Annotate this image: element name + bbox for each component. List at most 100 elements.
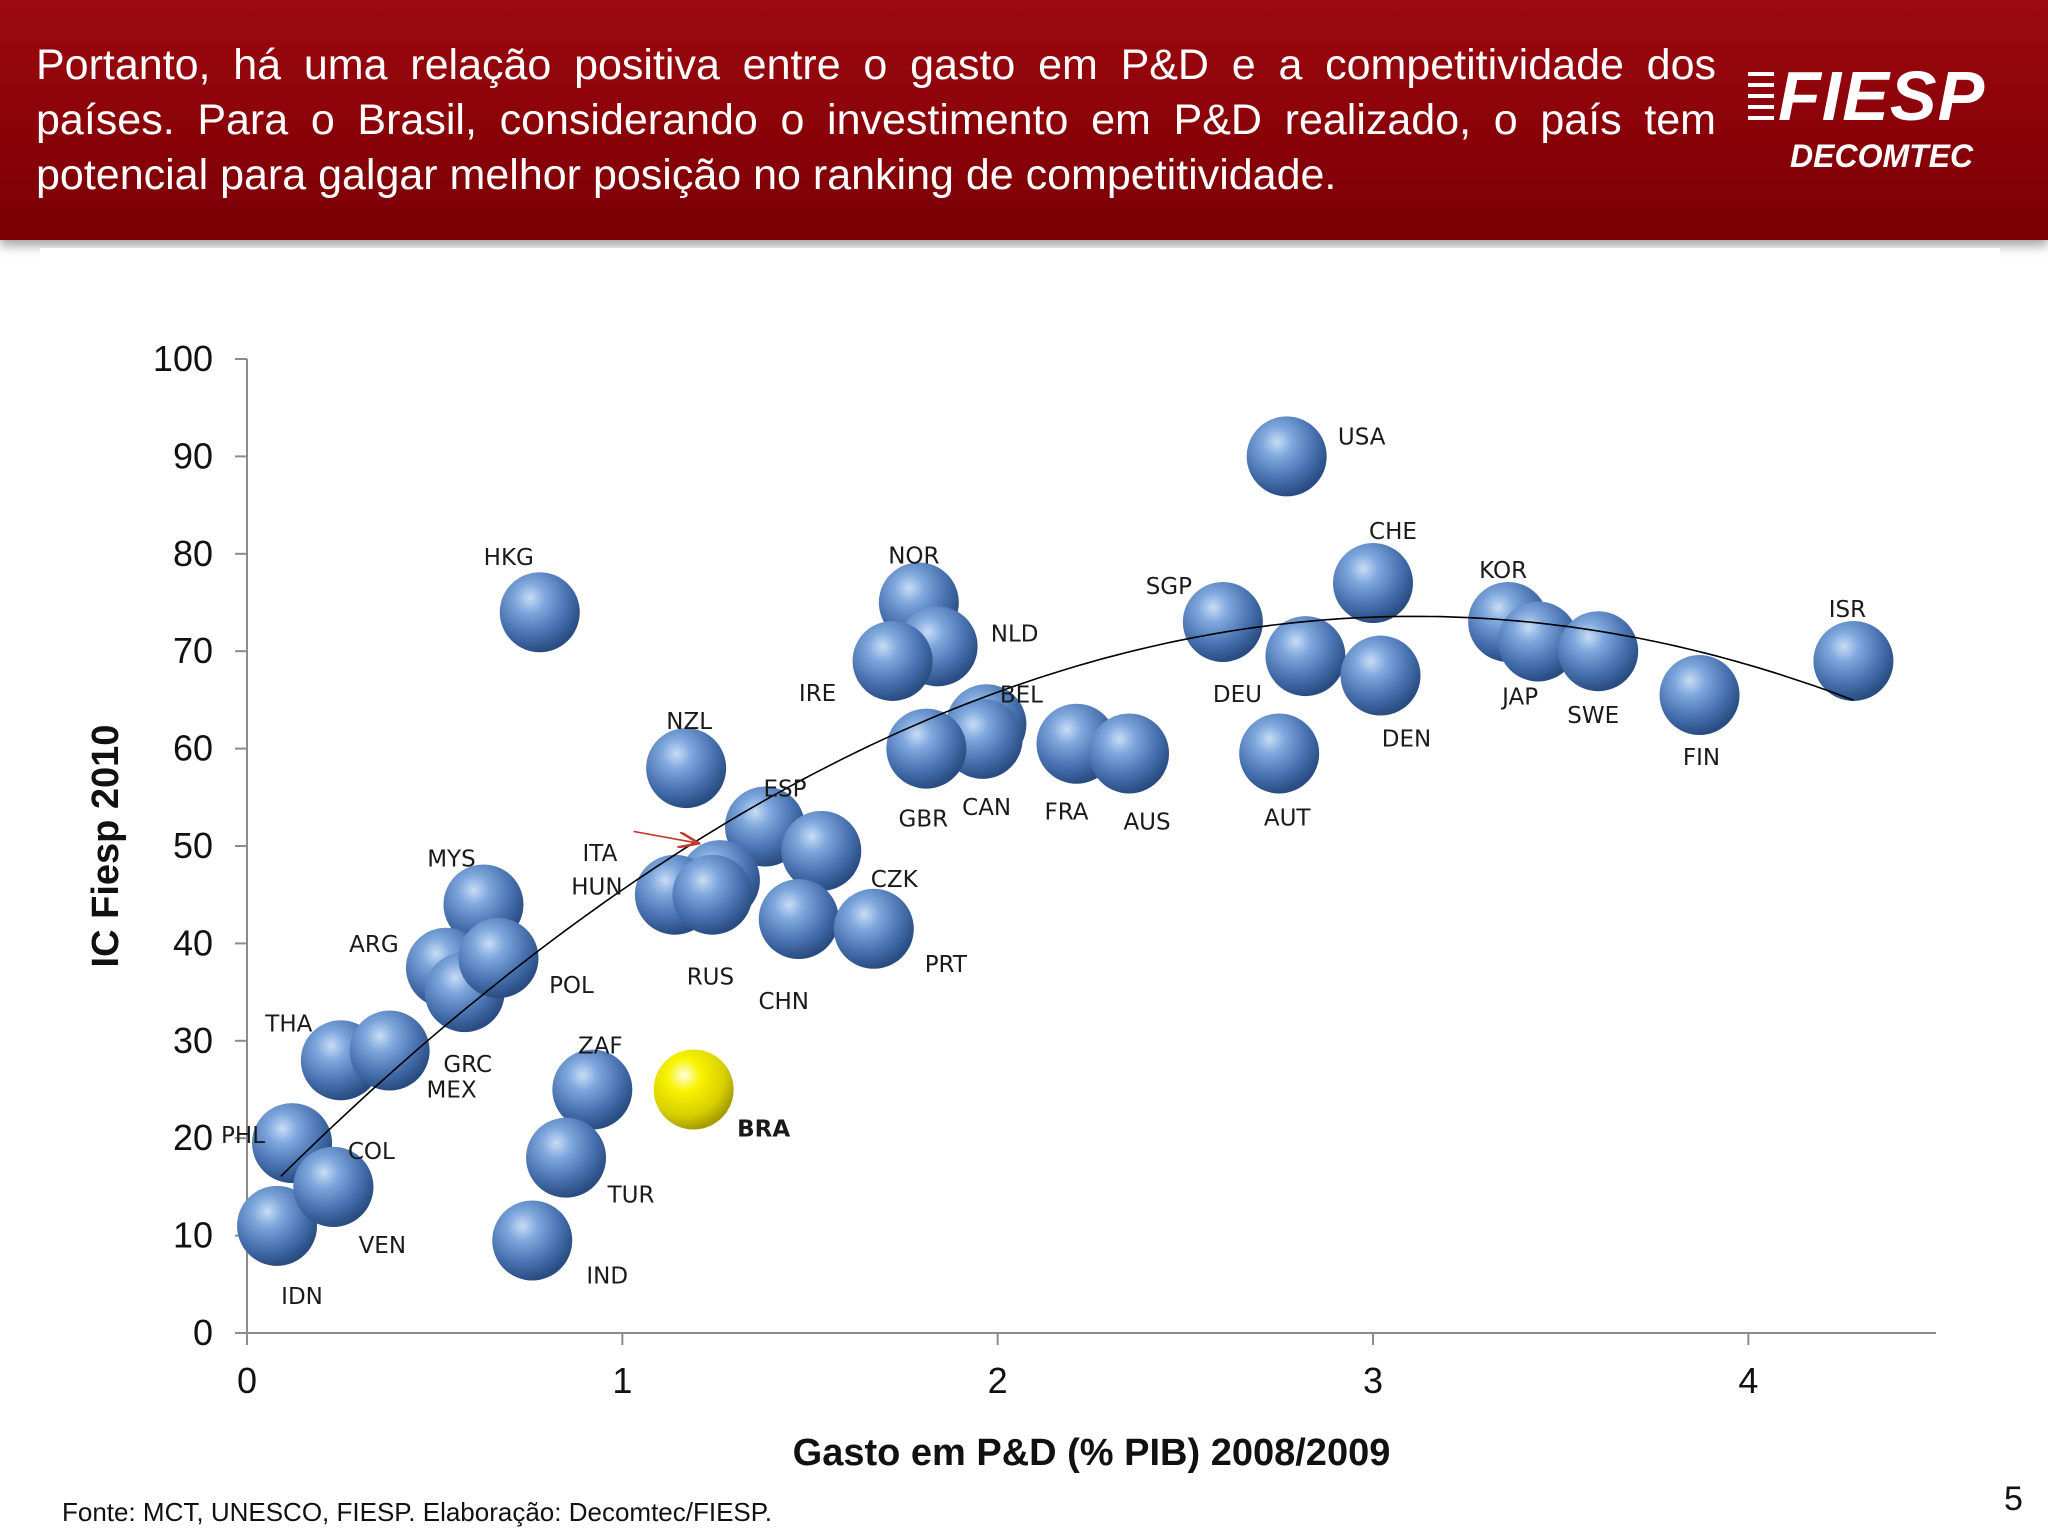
scatter-chart: 0 10 20 30 40 50 60 70 80 90 100 0 1 2 3 4 Gasto em P&D … [85,338,1936,1474]
data-point-nzl [646,728,727,809]
label-mys: MYS [427,846,476,872]
label-fin: FIN [1683,745,1720,771]
label-idn: IDN [281,1284,323,1310]
label-swe: SWE [1567,703,1619,729]
source-note: Fonte: MCT, UNESCO, FIESP. Elaboração: D… [62,1497,772,1527]
x-tick-label: 4 [1738,1360,1758,1401]
data-point-hkg [499,572,580,653]
data-point-czk [781,810,862,891]
data-point-pol [458,918,539,999]
logo-stripes [1748,72,1774,127]
label-nzl: NZL [666,709,712,735]
label-esp: ESP [763,777,806,803]
label-grc: GRC [443,1052,492,1078]
y-tick-label: 60 [173,728,213,769]
label-arg: ARG [349,932,399,958]
ita-arrow [633,830,698,843]
y-tick-label: 20 [173,1117,213,1158]
x-tick-label: 2 [988,1360,1008,1401]
y-tick-label: 0 [193,1312,213,1353]
data-point-zaf [552,1049,633,1130]
x-tick-label: 0 [237,1360,257,1401]
page-number: 5 [2004,1480,2023,1518]
data-point-isr [1813,620,1894,701]
data-point-ven [293,1146,374,1227]
label-gbr: GBR [899,807,949,833]
label-usa: USA [1338,424,1386,450]
label-fra: FRA [1044,800,1088,826]
label-sgp: SGP [1146,574,1192,600]
x-axis-title: Gasto em P&D (% PIB) 2008/2009 [793,1432,1391,1474]
data-point-swe [1558,611,1639,692]
data-point-bra [653,1049,734,1130]
data-point-ind [492,1200,573,1281]
logo-name: FIESP [1778,57,1986,135]
x-tick-label: 3 [1363,1360,1383,1401]
data-point-ire [852,620,933,701]
label-bel: BEL [1000,682,1043,708]
label-aus: AUS [1123,809,1170,835]
label-hun: HUN [571,875,622,901]
title-banner: Portanto, há uma relação positiva entre … [0,0,2048,240]
data-point-mex [349,1010,430,1091]
y-tick-label: 30 [173,1020,213,1061]
y-tick-label: 10 [173,1215,213,1256]
slide-headline: Portanto, há uma relação positiva entre … [36,41,1716,199]
label-jap: JAP [1500,684,1538,710]
label-den: DEN [1382,727,1431,753]
label-rus: RUS [687,965,734,991]
data-point-prt [833,888,914,969]
data-point-sgp [1182,581,1263,662]
y-tick-label: 70 [173,630,213,671]
data-point-aus [1089,713,1170,794]
data-point-rus [672,854,753,935]
y-axis-title: IC Fiesp 2010 [85,725,127,968]
data-point-usa [1246,416,1327,497]
data-points [237,416,1894,1281]
y-tick-label: 80 [173,533,213,574]
label-deu: DEU [1213,682,1262,708]
label-bra: BRA [737,1117,790,1143]
y-tick-label: 40 [173,922,213,963]
label-kor: KOR [1479,558,1527,584]
label-prt: PRT [925,952,968,978]
y-tick-label: 50 [173,825,213,866]
label-chn: CHN [758,989,809,1015]
label-ven: VEN [359,1233,406,1259]
label-mex: MEX [427,1078,477,1104]
x-tick-label: 1 [612,1360,632,1401]
y-tick-label: 100 [153,338,213,379]
data-point-chn [758,879,839,960]
data-point-idn [237,1185,318,1266]
logo-subtitle: DECOMTEC [1790,138,1974,174]
data-point-fin [1659,655,1740,736]
data-point-deu [1265,616,1346,697]
data-point-tur [526,1117,607,1198]
label-phl: PHL [221,1123,265,1149]
axes: 0 10 20 30 40 50 60 70 80 90 100 0 1 2 3 4 Gasto em P&D … [85,338,1936,1474]
chart-panel: 0 10 20 30 40 50 60 70 80 90 100 0 1 2 3 4 Gasto em P&D … [40,248,2000,1498]
y-tick-label: 90 [173,435,213,476]
label-ire: IRE [799,681,836,707]
trendline [280,615,1854,1177]
label-can: CAN [962,795,1011,821]
data-point-che [1333,543,1413,624]
data-point-aut [1239,713,1320,794]
label-aut: AUT [1264,805,1312,831]
point-labels: USA CHE KOR JAP SWE ISR FIN SGP DEU DEN AUT NOR NLD I… [221,424,1866,1309]
data-point-den [1340,635,1421,716]
label-nld: NLD [991,621,1039,647]
label-nor: NOR [888,544,939,570]
label-ind: IND [586,1263,628,1289]
label-tur: TUR [607,1183,655,1209]
label-zaf: ZAF [578,1034,623,1060]
label-czk: CZK [871,867,919,893]
label-isr: ISR [1829,597,1866,623]
label-col: COL [348,1139,395,1165]
label-che: CHE [1369,519,1417,545]
label-hkg: HKG [484,545,534,571]
label-pol: POL [549,973,594,999]
trend-curve [280,615,1854,1177]
label-ita: ITA [583,841,618,867]
fiesp-logo: FIESP DECOMTEC [1748,57,2018,178]
